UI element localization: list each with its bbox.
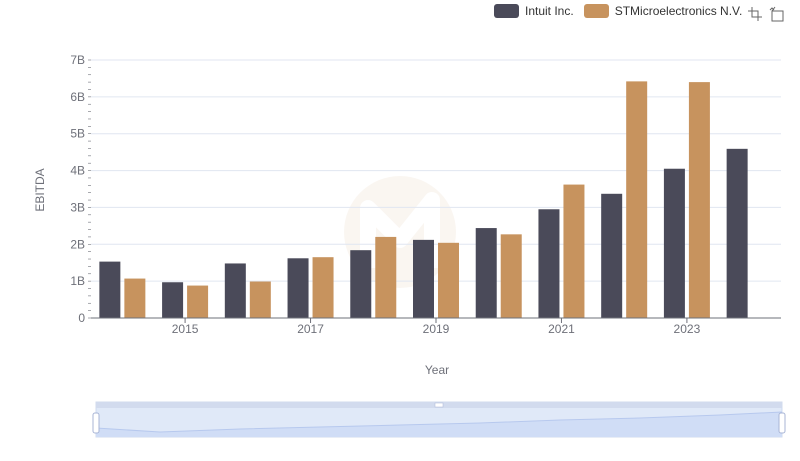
bar-stm-2016[interactable]	[249, 281, 271, 318]
bar-intuit-2020[interactable]	[475, 228, 497, 318]
bar-intuit-2014[interactable]	[99, 261, 121, 318]
y-tick-label: 4B	[70, 164, 85, 178]
zoom-preview-line	[95, 411, 783, 433]
zoom-select-icon[interactable]	[747, 6, 763, 22]
y-axis: 0 1B 2B 3B 4B 5B 6B 7B	[70, 53, 91, 325]
x-tick-label: 2017	[297, 322, 324, 336]
x-tick-label: 2019	[423, 322, 450, 336]
zoom-reset-icon[interactable]	[769, 6, 785, 22]
bar-intuit-2021[interactable]	[538, 209, 560, 318]
legend-item-intuit[interactable]: Intuit Inc.	[494, 4, 574, 18]
y-axis-title: EBITDA	[33, 168, 47, 211]
y-tick-label: 6B	[70, 90, 85, 104]
bar-intuit-2022[interactable]	[601, 193, 623, 318]
bar-intuit-2016[interactable]	[224, 263, 246, 318]
bar-stm-2019[interactable]	[438, 242, 459, 318]
zoom-selected-range[interactable]	[96, 408, 782, 437]
bar-intuit-2017[interactable]	[287, 258, 309, 318]
x-tick-label: 2015	[172, 322, 199, 336]
bar-stm-2022[interactable]	[626, 81, 648, 319]
data-zoom-slider[interactable]	[92, 401, 786, 438]
bar-stm-2014[interactable]	[124, 278, 146, 318]
legend: Intuit Inc. STMicroelectronics N.V.	[494, 4, 752, 18]
zoom-handle-right[interactable]	[778, 412, 786, 434]
bar-intuit-2024[interactable]	[726, 148, 748, 318]
bar-stm-2023[interactable]	[688, 82, 710, 318]
bars	[99, 81, 748, 319]
zoom-top-grip[interactable]	[434, 402, 444, 408]
legend-label-stm: STMicroelectronics N.V.	[614, 4, 743, 18]
bar-stm-2018[interactable]	[375, 236, 397, 318]
y-tick-label: 7B	[70, 53, 85, 67]
y-tick-label: 1B	[70, 274, 85, 288]
legend-swatch-intuit	[494, 4, 519, 18]
bar-stm-2021[interactable]	[563, 184, 585, 318]
bar-intuit-2018[interactable]	[350, 250, 372, 318]
bar-stm-2015[interactable]	[187, 285, 209, 318]
y-tick-label: 5B	[70, 127, 85, 141]
bar-stm-2020[interactable]	[500, 234, 522, 318]
bar-intuit-2023[interactable]	[663, 168, 685, 318]
x-axis: 2015 2017 2019 2021 2023	[91, 317, 781, 336]
x-tick-label: 2021	[548, 322, 575, 336]
legend-label-intuit: Intuit Inc.	[525, 4, 574, 18]
x-axis-title: Year	[425, 363, 449, 377]
bar-intuit-2015[interactable]	[162, 282, 184, 318]
toolbox	[747, 6, 791, 22]
legend-item-stm[interactable]: STMicroelectronics N.V.	[583, 4, 743, 18]
bar-stm-2017[interactable]	[312, 257, 334, 318]
legend-swatch-stm	[583, 4, 609, 18]
bar-intuit-2019[interactable]	[413, 239, 434, 318]
zoom-handle-left[interactable]	[92, 412, 100, 434]
y-tick-label: 2B	[70, 237, 85, 251]
y-tick-label: 3B	[70, 200, 85, 214]
y-tick-label: 0	[78, 311, 85, 325]
x-tick-label: 2023	[674, 322, 701, 336]
